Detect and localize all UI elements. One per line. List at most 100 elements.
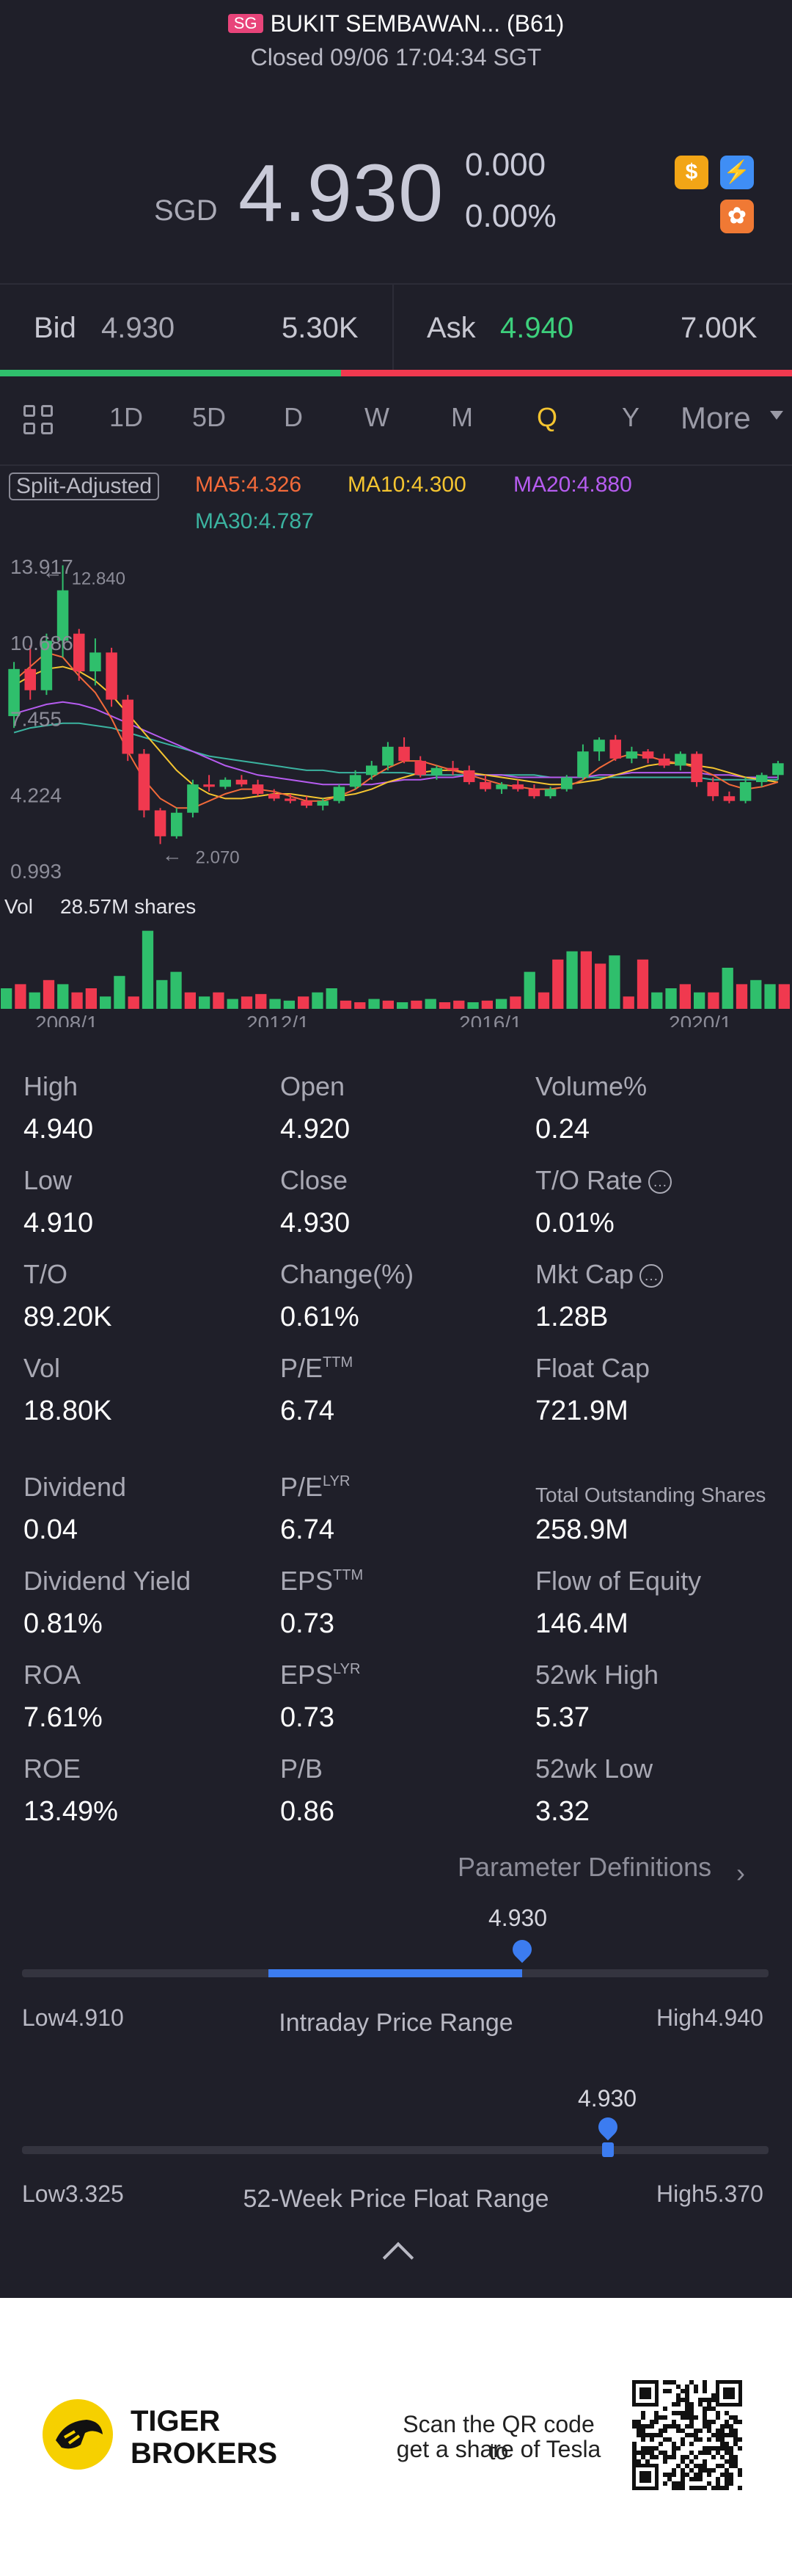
info-icon[interactable]: … (639, 1264, 664, 1288)
x-tick-label: 2012/1 (246, 1012, 309, 1027)
bid-volume: 5.30K (282, 312, 359, 344)
candle-body (73, 633, 85, 672)
stat-label-text: 52wk High (535, 1660, 659, 1690)
stat-label-close: Close (280, 1165, 348, 1196)
chevron-right-icon[interactable]: › (736, 1858, 745, 1888)
volume-bar (241, 996, 253, 1009)
stat-value-open: 4.920 (280, 1114, 351, 1145)
stat-label-text: Volume% (535, 1071, 648, 1101)
x-tick-label: 2020/1 (669, 1012, 732, 1027)
volume-bar (637, 959, 649, 1009)
stat-label-t-o: T/O (23, 1259, 67, 1290)
volume-bar (524, 971, 535, 1009)
stat-label-mkt-cap: Mkt Cap… (535, 1259, 664, 1290)
price-change-pct: 0.00% (465, 198, 557, 234)
candle-body (658, 758, 670, 766)
candlestick-chart[interactable]: 13.917 10.686 7.455 4.224 0.993 ← 12.840 ← 2.070… (0, 543, 792, 1027)
candle-body (382, 746, 394, 766)
y-tick-label: 13.917 (10, 555, 73, 578)
stat-value-close: 4.930 (280, 1208, 351, 1238)
stock-title: SG BUKIT SEMBAWAN... (B61) (0, 10, 792, 37)
market-status: Closed 09/06 17:04:34 SGT (250, 44, 542, 70)
volume-bar (609, 955, 620, 1009)
ma10-line (13, 665, 779, 800)
parameter-definitions-link[interactable]: Parameter Definitions (458, 1852, 712, 1882)
volume-bar (57, 984, 69, 1009)
more-tab[interactable]: More (681, 401, 751, 435)
candle-body (219, 779, 232, 787)
grid-icon[interactable] (23, 405, 56, 437)
stat-value-p-b: 0.86 (280, 1796, 334, 1827)
volume-bar (326, 988, 337, 1009)
tab-q[interactable]: Q (536, 402, 557, 432)
tab-w[interactable]: W (364, 402, 389, 432)
candle-body (560, 777, 573, 789)
volume-bar (623, 996, 634, 1009)
stat-label-dividend-yield: Dividend Yield (23, 1566, 191, 1597)
volume-bar (496, 999, 507, 1009)
x-tick-label: 2008/1 (35, 1012, 98, 1027)
candle-body (154, 810, 166, 836)
volume-bar (43, 979, 55, 1009)
collapse-chevron-icon[interactable] (382, 2241, 414, 2274)
week52-high: High5.370 (656, 2181, 763, 2207)
ask-price: 4.940 (500, 312, 574, 344)
stat-value-high: 4.940 (23, 1114, 94, 1145)
ma10-value: MA10:4.300 (348, 472, 466, 497)
ma30-value: MA30:4.787 (195, 509, 314, 533)
candle-body (496, 784, 507, 789)
candle-body (24, 668, 37, 690)
stat-value-p-e-lyr: 6.74 (280, 1514, 334, 1545)
stat-label-text: Float Cap (535, 1353, 650, 1383)
quote-header (0, 0, 792, 282)
stat-label-text: Low (23, 1165, 73, 1195)
candle-body (480, 781, 491, 789)
stat-label-total-outstanding-shares: Total Outstanding Shares (535, 1478, 766, 1508)
bid-label: Bid (34, 312, 76, 344)
candle-body (235, 779, 248, 785)
tab-y[interactable]: Y (621, 402, 639, 432)
chevron-down-icon[interactable] (770, 411, 783, 420)
stat-label-open: Open (280, 1071, 345, 1102)
stat-value-float-cap: 721.9M (535, 1395, 628, 1426)
stat-label-dividend: Dividend (23, 1472, 126, 1503)
stat-value-total-outstanding-shares: 258.9M (535, 1514, 628, 1545)
stat-label-text: EPS (280, 1566, 334, 1596)
stat-label-text: P/E (280, 1472, 323, 1502)
volume-bar (71, 992, 83, 1009)
volume-bar (382, 1000, 394, 1009)
ask-strength-bar (341, 370, 792, 376)
volume-bar (750, 979, 762, 1009)
candle-body (252, 784, 264, 795)
volume-bar (736, 984, 748, 1009)
orange-share-icon[interactable]: ✿ (720, 200, 754, 233)
volume-bar (651, 992, 663, 1009)
dollar-icon[interactable]: $ (675, 156, 708, 189)
stat-label-text: Dividend Yield (23, 1566, 191, 1596)
tab-1d[interactable]: 1D (109, 402, 144, 432)
volume-bar (510, 996, 521, 1009)
volume-bar (566, 951, 578, 1009)
split-adjusted-toggle[interactable]: Split-Adjusted (9, 472, 160, 500)
volume-bar (722, 968, 733, 1009)
volume-bar (397, 1002, 408, 1009)
volume-bar (411, 1000, 422, 1009)
lightning-icon[interactable]: ⚡ (720, 156, 754, 189)
candle-body (755, 775, 768, 782)
tab-5d[interactable]: 5D (191, 402, 227, 432)
stat-value-p-e-ttm: 6.74 (280, 1395, 334, 1426)
info-icon[interactable]: … (648, 1170, 672, 1194)
candle-body (40, 641, 53, 690)
candle-body (333, 787, 345, 801)
stat-label-volume: Volume% (535, 1071, 647, 1102)
tab-d[interactable]: D (284, 402, 303, 432)
candle-body (544, 789, 557, 797)
stat-label-text: High (23, 1071, 78, 1101)
min-price-annotation: 2.070 (196, 847, 240, 867)
candle-body (138, 754, 150, 811)
stat-value-mkt-cap: 1.28B (535, 1302, 609, 1332)
volume-label: Vol (4, 895, 33, 918)
tab-m[interactable]: M (451, 402, 473, 432)
volume-bar (85, 988, 97, 1009)
candle-body (593, 740, 605, 752)
